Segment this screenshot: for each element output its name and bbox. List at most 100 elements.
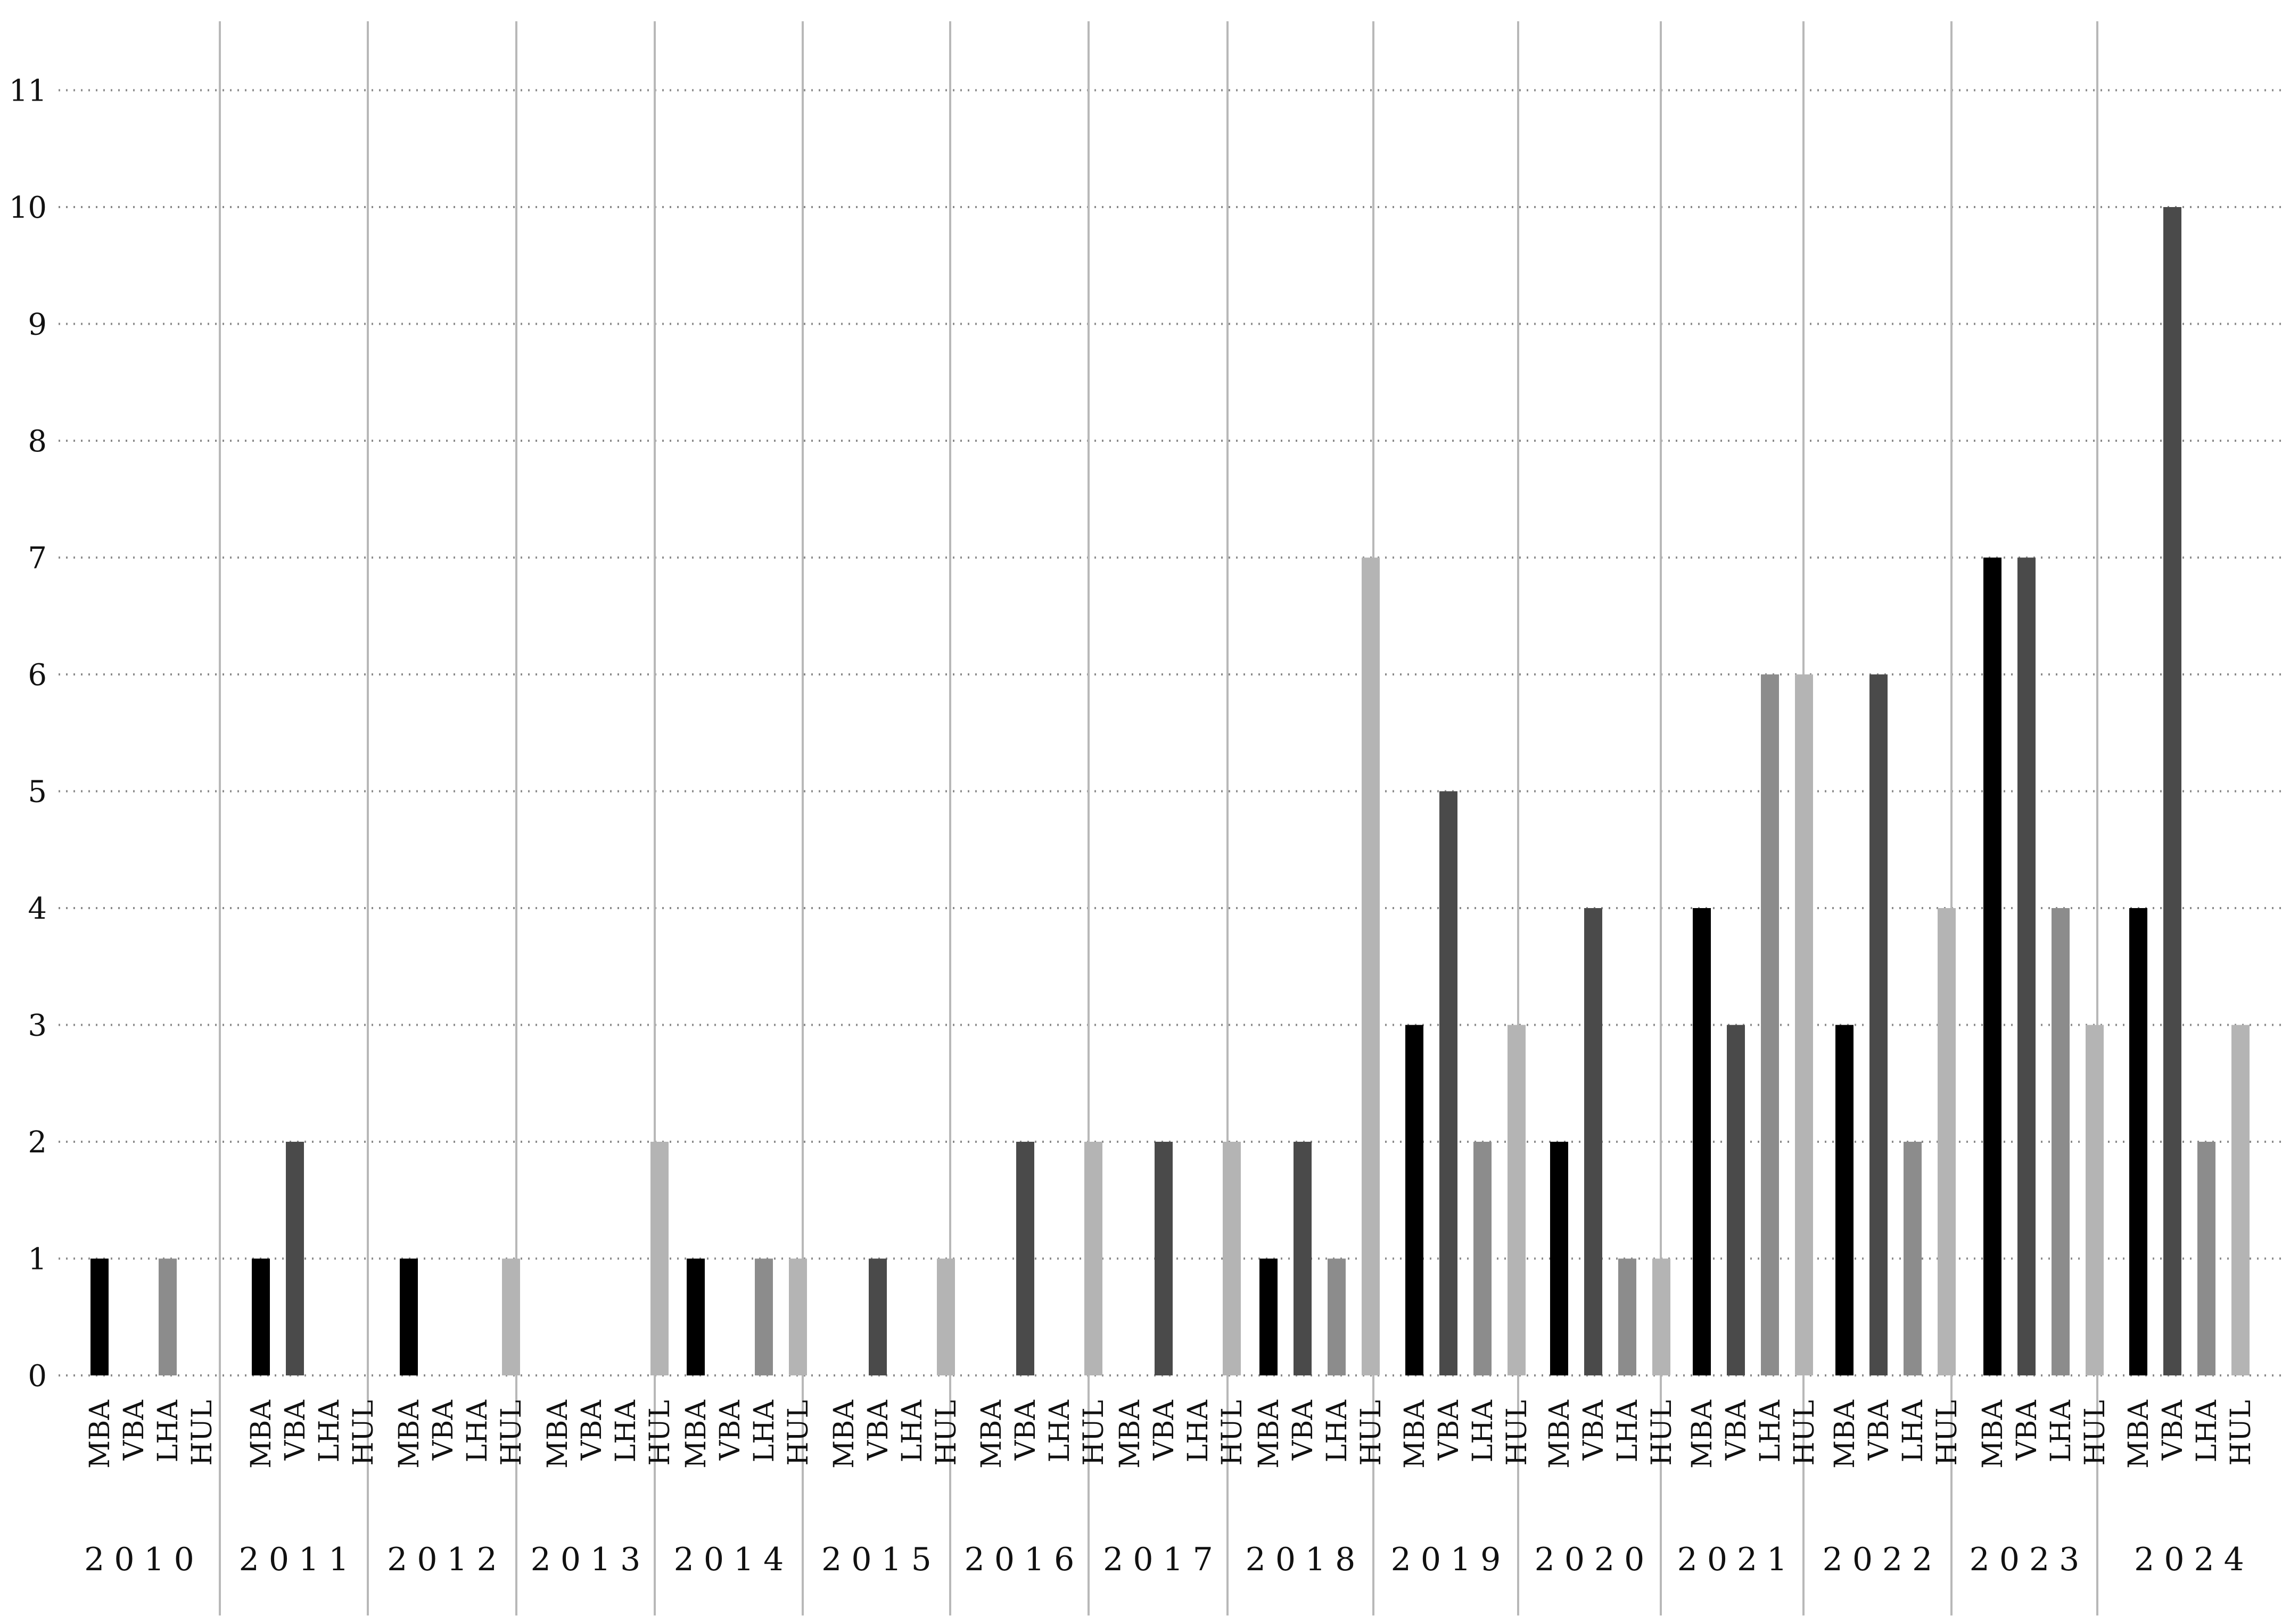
category-label-MBA: MBA xyxy=(542,1399,574,1469)
bar-2018-LHA xyxy=(1328,1258,1346,1375)
category-label-VBA: VBA xyxy=(2157,1399,2189,1461)
category-label-LHA: LHA xyxy=(1467,1399,1499,1463)
category-label-LHA: LHA xyxy=(462,1399,493,1463)
group-separators xyxy=(219,21,2098,1615)
bar-2012-MBA xyxy=(400,1258,418,1375)
category-label-LHA: LHA xyxy=(314,1399,345,1463)
bar-2019-HUL xyxy=(1508,1025,1526,1375)
y-tick-label: 8 xyxy=(28,424,47,459)
bar-2020-HUL xyxy=(1652,1258,1670,1375)
category-label-LHA: LHA xyxy=(152,1399,184,1463)
category-label-HUL: HUL xyxy=(1646,1400,1678,1466)
bar-2010-LHA xyxy=(159,1258,177,1375)
y-tick-label: 6 xyxy=(28,658,47,693)
bar-2011-MBA xyxy=(252,1258,270,1375)
bar-2024-VBA xyxy=(2163,207,2181,1375)
bar-2014-HUL xyxy=(789,1258,807,1375)
bar-2022-HUL xyxy=(1938,908,1956,1375)
category-label-VBA: VBA xyxy=(862,1399,894,1461)
bar-2014-LHA xyxy=(755,1258,773,1375)
y-tick-label: 9 xyxy=(28,308,47,342)
category-label-HUL: HUL xyxy=(1216,1400,1248,1466)
bar-2016-VBA xyxy=(1016,1142,1034,1375)
category-label-HUL: HUL xyxy=(348,1400,380,1466)
category-label-VBA: VBA xyxy=(2011,1399,2043,1461)
bar-2018-MBA xyxy=(1259,1258,1278,1375)
category-label-HUL: HUL xyxy=(644,1400,676,1466)
category-label-LHA: LHA xyxy=(1182,1399,1214,1463)
bar-2022-LHA xyxy=(1904,1142,1922,1375)
category-label-MBA: MBA xyxy=(976,1399,1008,1469)
category-label-HUL: HUL xyxy=(1931,1400,1963,1466)
bar-2021-VBA xyxy=(1727,1025,1745,1375)
category-label-MBA: MBA xyxy=(1686,1399,1718,1469)
bar-2021-LHA xyxy=(1761,674,1779,1375)
group-label-2023: 2023 xyxy=(1970,1541,2089,1578)
bar-2023-LHA xyxy=(2052,908,2070,1375)
bar-2014-MBA xyxy=(687,1258,705,1375)
bar-2022-MBA xyxy=(1835,1025,1854,1375)
category-label-MBA: MBA xyxy=(84,1399,116,1469)
y-tick-label: 2 xyxy=(28,1125,47,1160)
bar-2020-MBA xyxy=(1550,1142,1568,1375)
group-labels: 2010 2011 2012 2013 2014 2015 2016 2017 2018 2019… xyxy=(84,1541,2254,1578)
group-label-2013: 2013 xyxy=(531,1541,650,1578)
bar-2024-HUL xyxy=(2231,1025,2250,1375)
bar-2015-HUL xyxy=(937,1258,955,1375)
category-label-MBA: MBA xyxy=(1253,1399,1285,1469)
category-label-HUL: HUL xyxy=(2079,1400,2111,1466)
category-label-VBA: VBA xyxy=(1720,1399,1752,1461)
category-label-MBA: MBA xyxy=(1829,1399,1861,1469)
category-label-VBA: VBA xyxy=(576,1399,608,1461)
bar-2010-MBA xyxy=(90,1258,109,1375)
category-label-HUL: HUL xyxy=(186,1400,218,1466)
category-label-VBA: VBA xyxy=(1433,1399,1465,1461)
y-tick-label: 10 xyxy=(9,191,47,225)
bar-2021-MBA xyxy=(1693,908,1711,1375)
bar-2016-HUL xyxy=(1084,1142,1102,1375)
category-label-VBA: VBA xyxy=(279,1399,311,1461)
category-label-VBA: VBA xyxy=(1287,1399,1319,1461)
bar-2019-VBA xyxy=(1439,791,1457,1375)
group-label-2011: 2011 xyxy=(239,1541,359,1578)
bar-2012-HUL xyxy=(502,1258,520,1375)
category-label-LHA: LHA xyxy=(1321,1399,1353,1463)
category-label-MBA: MBA xyxy=(393,1399,425,1469)
category-label-LHA: LHA xyxy=(610,1399,642,1463)
category-label-VBA: VBA xyxy=(1578,1399,1610,1461)
category-label-VBA: VBA xyxy=(1148,1399,1180,1461)
category-label-MBA: MBA xyxy=(1114,1399,1146,1469)
bar-2019-MBA xyxy=(1405,1025,1423,1375)
category-label-HUL: HUL xyxy=(1078,1400,1110,1466)
y-tick-label: 4 xyxy=(28,892,47,926)
group-label-2019: 2019 xyxy=(1391,1541,1511,1578)
bar-2024-MBA xyxy=(2129,908,2147,1375)
category-label-VBA: VBA xyxy=(1863,1399,1895,1461)
bar-2021-HUL xyxy=(1795,674,1813,1375)
bar-2023-MBA xyxy=(1983,557,2001,1375)
category-label-HUL: HUL xyxy=(930,1400,962,1466)
category-label-HUL: HUL xyxy=(1355,1400,1387,1466)
group-label-2012: 2012 xyxy=(387,1541,507,1578)
group-label-2018: 2018 xyxy=(1246,1541,1365,1578)
category-label-MBA: MBA xyxy=(1399,1399,1431,1469)
bar-2020-VBA xyxy=(1584,908,1602,1375)
category-label-LHA: LHA xyxy=(748,1399,780,1463)
y-tick-label: 7 xyxy=(28,541,47,576)
category-label-LHA: LHA xyxy=(2045,1399,2077,1463)
category-label-LHA: LHA xyxy=(1612,1399,1644,1463)
category-label-HUL: HUL xyxy=(2225,1400,2257,1466)
group-label-2024: 2024 xyxy=(2134,1541,2254,1578)
category-label-LHA: LHA xyxy=(1897,1399,1929,1463)
bar-2023-HUL xyxy=(2086,1025,2104,1375)
category-label-MBA: MBA xyxy=(2123,1399,2155,1469)
group-label-2015: 2015 xyxy=(821,1541,941,1578)
category-label-MBA: MBA xyxy=(828,1399,860,1469)
category-label-HUL: HUL xyxy=(1501,1400,1533,1466)
bar-2011-VBA xyxy=(286,1142,304,1375)
y-axis-ticks: 0 1 2 3 4 5 6 7 8 9 10 11 xyxy=(9,74,47,1394)
category-label-MBA: MBA xyxy=(1544,1399,1576,1469)
category-label-VBA: VBA xyxy=(427,1399,459,1461)
bar-2022-VBA xyxy=(1869,674,1888,1375)
